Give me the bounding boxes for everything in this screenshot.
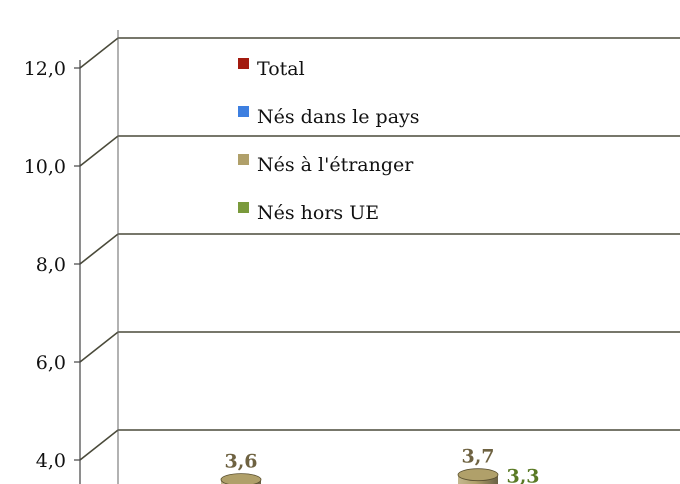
gridline xyxy=(79,331,680,363)
bar-top xyxy=(457,468,499,482)
gridline xyxy=(79,233,680,265)
y-tick-label: 6,0 xyxy=(36,352,66,374)
legend-label: Nés dans le pays xyxy=(257,106,420,128)
bars: 3,6 3,7 3,3 xyxy=(220,446,540,484)
gridline xyxy=(79,429,680,461)
legend-label: Nés hors UE xyxy=(257,202,379,224)
y-tick-label: 8,0 xyxy=(36,254,66,276)
data-label: 3,7 xyxy=(461,446,494,468)
legend-label: Nés à l'étranger xyxy=(257,154,414,176)
legend-swatch xyxy=(238,106,249,117)
legend: Total Nés dans le pays Nés à l'étranger Nés… xyxy=(238,58,420,224)
bar-top xyxy=(220,473,262,484)
legend-label: Total xyxy=(257,58,305,80)
gridlines xyxy=(79,37,680,461)
y-tick-label: 12,0 xyxy=(24,58,66,80)
legend-swatch xyxy=(238,202,249,213)
legend-swatch xyxy=(238,58,249,69)
y-tick-label: 4,0 xyxy=(36,450,66,472)
gridline xyxy=(79,37,680,69)
y-tick-label: 10,0 xyxy=(24,156,66,178)
legend-swatch xyxy=(238,154,249,165)
y-axis: 12,0 10,0 8,0 6,0 4,0 xyxy=(24,30,119,484)
data-label: 3,3 xyxy=(506,465,539,484)
data-label: 3,6 xyxy=(224,451,257,473)
